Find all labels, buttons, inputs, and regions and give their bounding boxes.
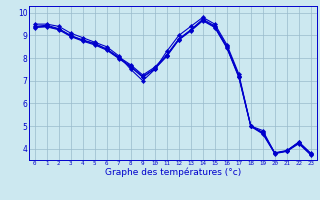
X-axis label: Graphe des températures (°c): Graphe des températures (°c) — [105, 167, 241, 177]
